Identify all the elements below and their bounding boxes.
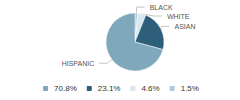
svg-text:WHITE: WHITE [167, 13, 190, 20]
svg-text:1.5%: 1.5% [181, 84, 199, 93]
svg-text:HISPANIC: HISPANIC [62, 60, 95, 67]
svg-text:ASIAN: ASIAN [174, 23, 195, 30]
svg-text:BLACK: BLACK [150, 4, 173, 11]
svg-text:70.8%: 70.8% [54, 84, 77, 93]
svg-text:4.6%: 4.6% [141, 84, 159, 93]
svg-text:23.1%: 23.1% [98, 84, 121, 93]
